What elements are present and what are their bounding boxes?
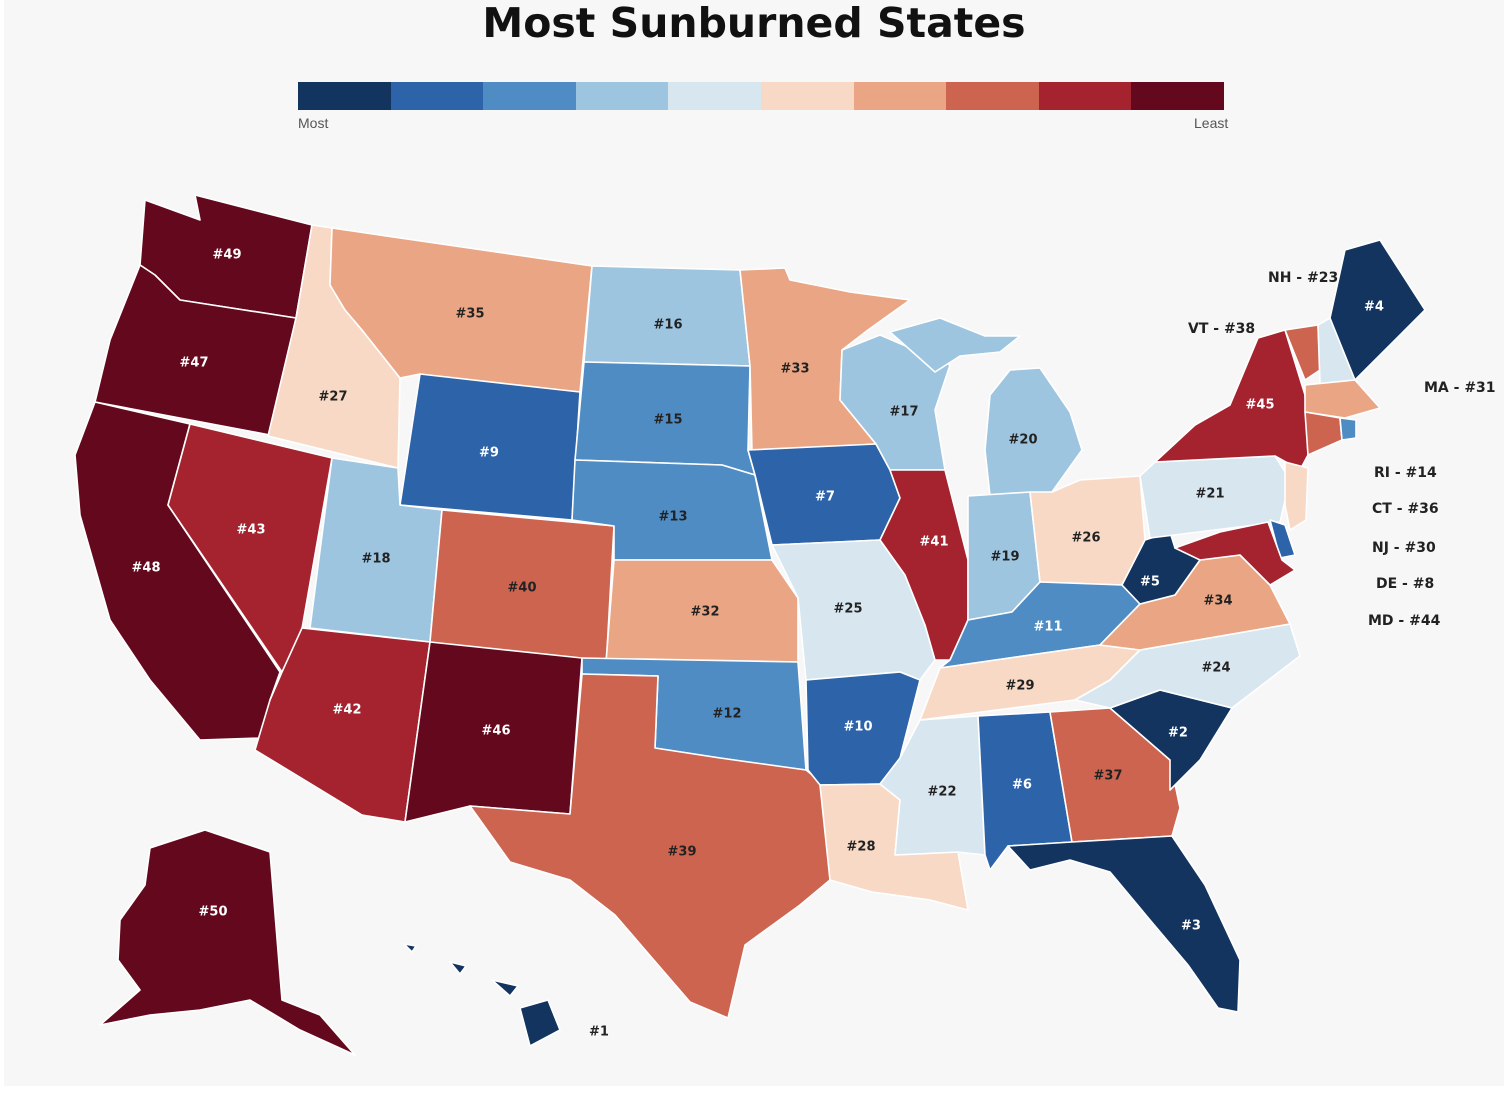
state-me[interactable] xyxy=(1329,239,1426,381)
state-hi-1[interactable] xyxy=(519,999,561,1047)
label-ca: #48 xyxy=(132,561,161,576)
label-or: #47 xyxy=(180,356,209,371)
label-sd: #15 xyxy=(654,413,683,428)
state-fl[interactable] xyxy=(1007,835,1241,1013)
state-tx[interactable] xyxy=(469,673,831,1019)
label-vt: VT - #38 xyxy=(1188,321,1255,337)
legend-swatch xyxy=(298,82,391,110)
page-title: Most Sunburned States xyxy=(482,0,1026,47)
label-in: #19 xyxy=(991,550,1020,565)
state-hi-4[interactable] xyxy=(403,943,417,953)
label-ny: #45 xyxy=(1246,398,1275,413)
label-al: #6 xyxy=(1012,778,1032,793)
state-ri[interactable] xyxy=(1339,417,1357,441)
state-ak[interactable] xyxy=(99,829,356,1056)
state-il[interactable] xyxy=(879,469,969,661)
label-va: #34 xyxy=(1204,594,1233,609)
label-sc: #2 xyxy=(1168,726,1188,741)
label-ar: #10 xyxy=(844,720,873,735)
state-ma[interactable] xyxy=(1304,379,1381,419)
label-mt: #35 xyxy=(456,307,485,322)
label-az: #42 xyxy=(333,703,362,718)
state-nd[interactable] xyxy=(583,265,751,367)
legend-swatch xyxy=(946,82,1039,110)
state-hi-2[interactable] xyxy=(491,979,519,997)
label-nd: #16 xyxy=(654,318,683,333)
label-pa: #21 xyxy=(1196,487,1225,502)
state-mn[interactable] xyxy=(739,267,911,453)
state-mi[interactable] xyxy=(984,367,1083,497)
state-ct[interactable] xyxy=(1304,411,1343,456)
label-mo: #25 xyxy=(834,602,863,617)
label-ks: #32 xyxy=(691,605,720,620)
label-ok: #12 xyxy=(713,707,742,722)
legend-swatch xyxy=(390,82,484,110)
legend-swatch xyxy=(760,82,854,110)
state-ny[interactable] xyxy=(1154,329,1309,471)
label-mi: #20 xyxy=(1009,433,1038,448)
label-id: #27 xyxy=(319,390,348,405)
label-nj: NJ - #30 xyxy=(1372,540,1436,556)
label-ne: #13 xyxy=(659,510,688,525)
state-mi-up[interactable] xyxy=(889,317,1021,373)
label-ms: #22 xyxy=(928,785,957,800)
label-fl: #3 xyxy=(1181,919,1201,934)
label-la: #28 xyxy=(847,840,876,855)
label-wy: #9 xyxy=(479,446,499,461)
label-ct: CT - #36 xyxy=(1372,501,1439,517)
legend-swatch xyxy=(1131,82,1224,110)
label-de: DE - #8 xyxy=(1376,576,1434,592)
label-il: #41 xyxy=(920,535,949,550)
label-ak: #50 xyxy=(199,905,228,920)
label-nh: NH - #23 xyxy=(1268,270,1338,286)
legend-swatch xyxy=(668,82,761,110)
label-tn: #29 xyxy=(1006,679,1035,694)
state-md[interactable] xyxy=(1174,521,1296,586)
label-ri: RI - #14 xyxy=(1374,465,1437,481)
legend-swatch xyxy=(853,82,947,110)
state-ks[interactable] xyxy=(605,559,799,663)
label-ky: #11 xyxy=(1034,620,1063,635)
state-nj[interactable] xyxy=(1284,461,1309,531)
legend-swatch xyxy=(575,82,669,110)
color-legend xyxy=(298,82,1224,110)
label-wa: #49 xyxy=(213,248,242,263)
label-wv: #5 xyxy=(1140,575,1160,590)
legend-min-label: Most xyxy=(298,115,329,131)
state-hi-3[interactable] xyxy=(449,961,467,975)
label-oh: #26 xyxy=(1072,531,1101,546)
label-tx: #39 xyxy=(668,845,697,860)
label-nv: #43 xyxy=(237,523,266,538)
label-wi: #17 xyxy=(890,405,919,420)
label-ut: #18 xyxy=(362,552,391,567)
label-me: #4 xyxy=(1364,300,1384,315)
label-nc: #24 xyxy=(1202,661,1231,676)
legend-swatch xyxy=(1038,82,1132,110)
label-ga: #37 xyxy=(1094,769,1123,784)
label-hi: #1 xyxy=(589,1025,609,1040)
legend-swatch xyxy=(483,82,576,110)
legend-max-label: Least xyxy=(1194,115,1229,131)
label-md: MD - #44 xyxy=(1368,613,1441,629)
label-co: #40 xyxy=(508,581,537,596)
label-mn: #33 xyxy=(781,362,810,377)
label-nm: #46 xyxy=(482,724,511,739)
label-ia: #7 xyxy=(815,490,835,505)
label-ma: MA - #31 xyxy=(1424,380,1496,396)
